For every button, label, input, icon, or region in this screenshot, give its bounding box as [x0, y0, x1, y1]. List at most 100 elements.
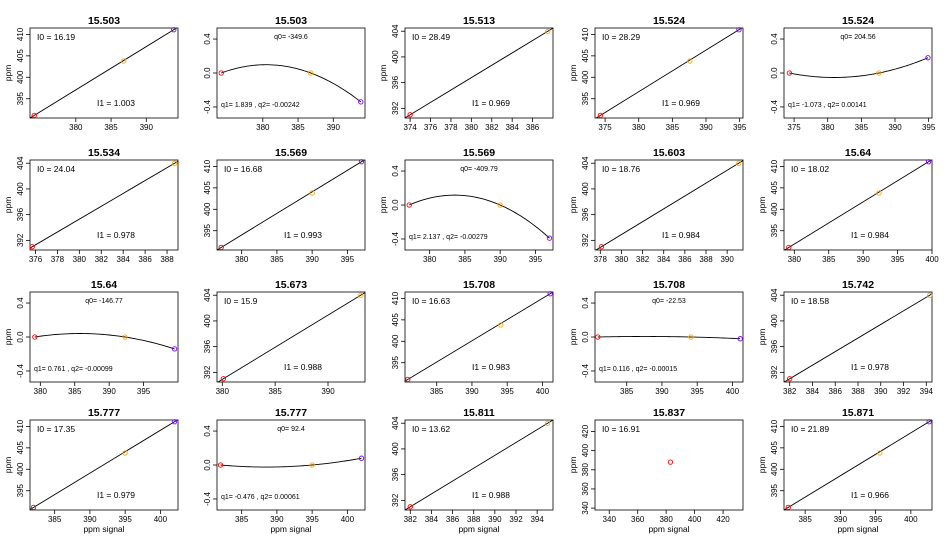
fit-line: [217, 160, 365, 250]
fit-annotation: I1 = 1.003: [97, 98, 135, 108]
chart-panel: 15.534 376 378 380 382 384 386 388 392 396 400 404 p…: [3, 147, 179, 264]
x-tick-label: 388: [160, 255, 174, 264]
data-point: [736, 27, 742, 33]
fit-line: [405, 292, 553, 382]
y-tick-label: 410: [391, 291, 400, 305]
x-tick-label: 378: [594, 255, 608, 264]
fit-annotation: I1 = 0.993: [284, 230, 322, 240]
y-tick-label: 395: [16, 91, 25, 105]
plot-title: 15.64: [91, 279, 117, 291]
y-axis-label: ppm: [378, 65, 388, 82]
data-point: [122, 334, 128, 340]
y-axis-label: ppm: [568, 457, 578, 474]
fit-line: [784, 420, 932, 510]
fit-annotation: q1= -1.073 , q2= 0.00141: [788, 102, 867, 109]
y-tick-label: 340: [581, 501, 590, 515]
y-tick-label: 410: [16, 27, 25, 41]
x-tick-label: 380: [256, 123, 270, 132]
data-point: [406, 202, 412, 208]
x-tick-label: 400: [154, 515, 168, 524]
plot-frame: [29, 27, 179, 119]
fit-annotation: I0 = 16.91: [602, 424, 640, 434]
data-point: [687, 58, 693, 64]
plot-title: 15.513: [463, 15, 495, 27]
fit-annotation: I1 = 0.969: [662, 98, 700, 108]
data-point: [545, 28, 551, 34]
fit-annotation: I1 = 0.984: [851, 230, 889, 240]
y-tick-label: 404: [391, 24, 400, 38]
data-point: [786, 70, 793, 76]
x-tick-label: 380: [73, 255, 87, 264]
x-tick-label: 390: [305, 255, 319, 264]
x-axis-label: ppm signal: [83, 524, 124, 534]
data-point: [498, 322, 504, 328]
x-tick-label: 375: [787, 123, 801, 132]
y-tick-label: 0.4: [581, 297, 590, 309]
y-tick-label: 0.0: [770, 67, 779, 79]
x-tick-label: 385: [620, 387, 634, 396]
plot-title: 15.811: [463, 407, 495, 419]
data-point: [598, 244, 604, 250]
data-point: [31, 112, 37, 119]
plot-title: 15.534: [88, 147, 120, 159]
data-point: [546, 235, 553, 241]
data-point: [595, 334, 601, 340]
data-point: [220, 376, 226, 382]
fit-annotation: I1 = 0.988: [472, 490, 510, 500]
y-tick-label: 400: [581, 182, 590, 196]
fit-line: [30, 160, 178, 249]
y-tick-label: 400: [203, 314, 212, 328]
y-tick-label: 395: [203, 223, 212, 237]
data-point: [876, 190, 882, 196]
y-tick-label: 400: [581, 443, 590, 457]
x-tick-label: 400: [341, 515, 355, 524]
y-tick-label: 400: [16, 182, 25, 196]
plot-title: 15.708: [463, 279, 495, 291]
chart-panel: 15.708 385 390 395 400 395 400 405 410 I0 = 16.63…: [391, 279, 554, 396]
data-point: [358, 292, 364, 298]
x-tick-label: 395: [691, 387, 705, 396]
fit-annotation: q0= -22.53: [652, 298, 686, 305]
fit-line: [405, 28, 553, 118]
y-tick-label: 400: [770, 462, 779, 476]
y-tick-label: 395: [770, 483, 779, 497]
fit-curve: [34, 333, 175, 350]
fit-annotation: q0= 92.4: [277, 426, 305, 433]
chart-panel: 15.777 385 390 395 400 395 400 405 410 ppm ppm sig…: [3, 407, 179, 534]
fit-curve: [220, 457, 362, 468]
fit-line: [784, 160, 932, 250]
x-tick-label: 390: [140, 123, 154, 132]
x-tick-label: 385: [104, 123, 118, 132]
y-tick-label: 410: [16, 419, 25, 433]
y-tick-label: 420: [581, 424, 590, 438]
y-tick-label: 404: [581, 156, 590, 170]
y-axis-label: ppm: [568, 329, 578, 346]
x-tick-label: 386: [678, 255, 692, 264]
x-tick-label: 390: [874, 387, 888, 396]
y-tick-label: 404: [770, 288, 779, 302]
fit-annotation: I0 = 17.35: [37, 424, 75, 434]
x-tick-label: 390: [270, 515, 284, 524]
y-tick-label: 396: [770, 339, 779, 353]
data-point: [737, 336, 743, 342]
data-point: [171, 27, 177, 33]
plot-frame: [29, 159, 179, 251]
fit-annotation: I0 = 21.89: [791, 424, 829, 434]
fit-line: [595, 28, 743, 118]
fit-annotation: q1= 1.839 , q2= -0.00242: [221, 102, 300, 109]
x-tick-label: 380: [423, 255, 437, 264]
y-tick-label: 410: [203, 159, 212, 173]
data-point: [876, 70, 882, 76]
data-point: [407, 504, 413, 510]
x-tick-label: 376: [424, 123, 438, 132]
fit-annotation: I1 = 0.978: [851, 362, 889, 372]
fit-annotation: q1= 2.137 , q2= -0.00279: [409, 234, 488, 241]
fit-line: [784, 293, 932, 382]
chart-panel: 15.837 340 360 380 400 420 340 360 380 400 420 ppm p…: [568, 407, 744, 534]
x-tick-label: 382: [485, 123, 499, 132]
x-tick-label: 395: [869, 515, 883, 524]
fit-curve: [597, 336, 741, 340]
plot-frame: [594, 159, 744, 251]
plot-frame: [594, 419, 744, 511]
x-axis-label: ppm signal: [458, 524, 499, 534]
